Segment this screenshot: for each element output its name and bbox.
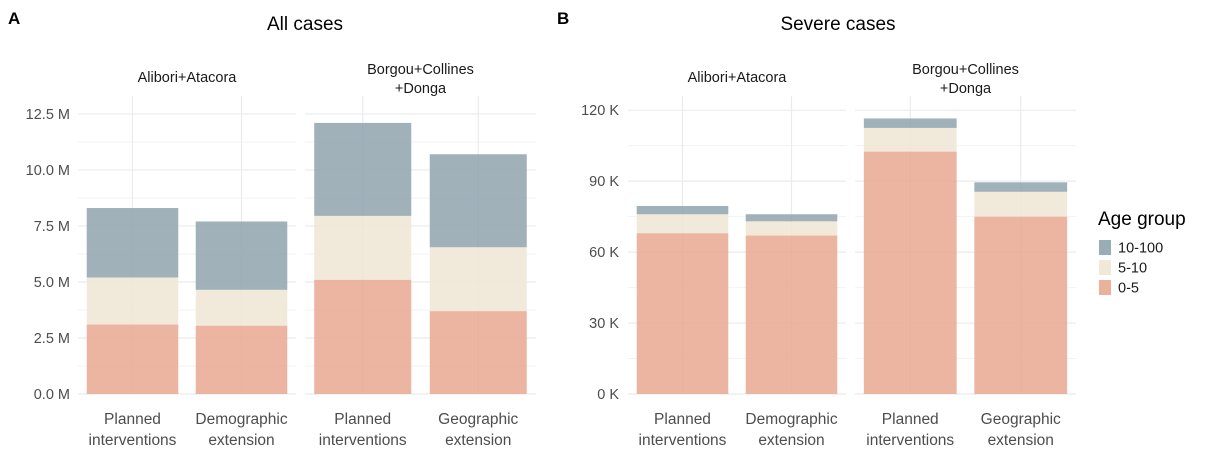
bar-segment-0-5	[974, 216, 1068, 394]
bar-segment-5-10	[195, 289, 288, 326]
legend-label: 0-5	[1118, 281, 1139, 297]
bar-segment-5-10	[429, 247, 527, 312]
bar-segment-10-100	[863, 118, 957, 128]
panel-letter: A	[8, 9, 20, 28]
panel-letter: B	[557, 9, 569, 28]
y-tick-label: 12.5 M	[26, 107, 70, 123]
bar-segment-5-10	[86, 277, 179, 325]
legend-swatch	[1099, 260, 1111, 275]
x-tick-label: interventions	[319, 432, 407, 449]
x-tick-label: Planned	[882, 411, 939, 428]
bar-segment-5-10	[745, 221, 838, 236]
y-tick-label: 0 K	[597, 387, 619, 403]
x-tick-label: Planned	[104, 411, 161, 428]
x-tick-label: Planned	[334, 411, 391, 428]
y-tick-label: 5.0 M	[34, 275, 70, 291]
legend-swatch	[1099, 280, 1111, 295]
bar-segment-10-100	[636, 205, 729, 215]
facet-strip-label: Alibori+Atacora	[688, 70, 788, 86]
y-tick-label: 30 K	[589, 316, 619, 332]
y-tick-label: 120 K	[581, 103, 619, 119]
bar-segment-0-5	[86, 324, 179, 394]
x-tick-label: Geographic	[981, 411, 1061, 428]
legend-swatch	[1099, 240, 1111, 255]
facet-strip-label: Borgou+Collines	[367, 62, 474, 78]
bar-segment-5-10	[314, 215, 412, 280]
x-tick-label: extension	[988, 432, 1054, 449]
panel-a: A All cases Alibori+Atacora Planned interven…	[8, 9, 536, 449]
legend-label: 5-10	[1118, 261, 1147, 277]
panel-b: B Severe cases Alibori+Atacora Planned inter…	[557, 9, 1076, 449]
y-tick-label: 10.0 M	[26, 163, 70, 179]
x-tick-label: extension	[758, 432, 824, 449]
legend: Age group 10-100 5-10 0-5	[1098, 209, 1186, 297]
x-tick-label: Demographic	[745, 411, 837, 428]
bar-segment-0-5	[314, 279, 412, 394]
facet-strip-label: +Donga	[395, 81, 447, 97]
bar-segment-0-5	[745, 235, 838, 394]
bar-segment-10-100	[429, 154, 527, 248]
bar-segment-10-100	[974, 182, 1068, 192]
x-tick-label: interventions	[866, 432, 954, 449]
bar-segment-5-10	[636, 214, 729, 234]
bar-segment-5-10	[863, 127, 957, 152]
x-tick-label: Planned	[654, 411, 711, 428]
y-tick-label: 2.5 M	[34, 331, 70, 347]
x-tick-label: interventions	[639, 432, 727, 449]
panel-title: Severe cases	[780, 14, 895, 35]
bar-segment-0-5	[863, 151, 957, 394]
facet-1: Alibori+Atacora Planned interventions Demog…	[628, 70, 846, 449]
bar-segment-0-5	[429, 311, 527, 394]
y-tick-label: 60 K	[589, 245, 619, 261]
y-tick-label: 90 K	[589, 174, 619, 190]
x-tick-label: Demographic	[195, 411, 287, 428]
bar-segment-10-100	[745, 214, 838, 222]
facet-2: Borgou+Collines +Donga Planned intervention…	[305, 62, 536, 449]
bar-segment-10-100	[314, 122, 412, 216]
bar-segment-10-100	[195, 221, 288, 290]
panel-title: All cases	[267, 14, 343, 35]
bar-segment-5-10	[974, 191, 1068, 217]
bar-segment-10-100	[86, 208, 179, 278]
bar-segment-0-5	[195, 325, 288, 394]
x-tick-label: Geographic	[438, 411, 518, 428]
facet-strip-label: Borgou+Collines	[912, 62, 1019, 78]
y-tick-label: 7.5 M	[34, 219, 70, 235]
y-tick-label: 0.0 M	[34, 387, 70, 403]
x-tick-label: extension	[208, 432, 274, 449]
legend-label: 10-100	[1118, 241, 1163, 257]
bar-segment-0-5	[636, 233, 729, 394]
x-tick-label: interventions	[89, 432, 177, 449]
x-tick-label: extension	[445, 432, 511, 449]
legend-title: Age group	[1098, 209, 1186, 230]
facet-2: Borgou+Collines +Donga Planned intervention…	[855, 62, 1076, 449]
facet-1: Alibori+Atacora Planned interventions Demog…	[78, 70, 296, 449]
facet-strip-label: +Donga	[940, 81, 992, 97]
facet-strip-label: Alibori+Atacora	[138, 70, 238, 86]
